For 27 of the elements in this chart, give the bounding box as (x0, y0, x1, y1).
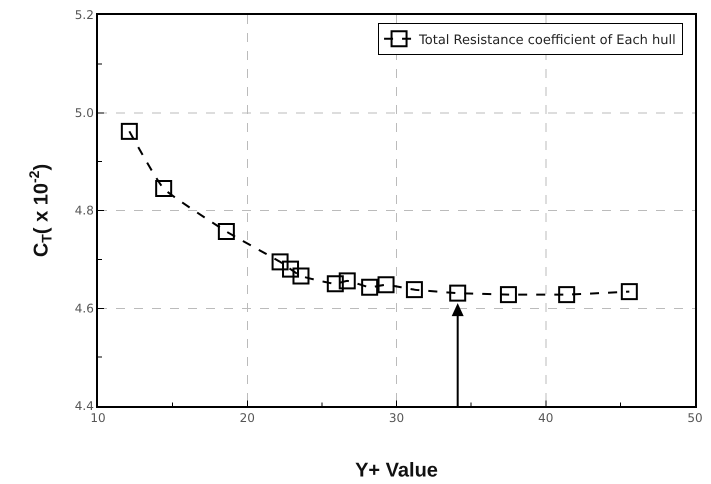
point (120, 122, 138, 140)
legend-label: Total Resistance coefficient of Each hull (418, 32, 676, 48)
point (406, 281, 423, 298)
y-tick-label: 5.0 (74, 106, 94, 120)
point (361, 278, 378, 296)
x-tick-label: 10 (90, 411, 106, 426)
x-tick-label: 30 (388, 411, 404, 426)
x-axis-title: Y+ Value (355, 460, 438, 482)
point (218, 223, 235, 240)
point (272, 253, 289, 270)
point (326, 275, 344, 292)
point (378, 276, 395, 294)
y-tick-label: 4.4 (74, 399, 94, 414)
point (292, 267, 310, 284)
point (155, 180, 172, 198)
point (449, 284, 466, 302)
point (558, 286, 576, 304)
x-tick-label: 20 (240, 411, 255, 426)
x-tick-label: 50 (687, 411, 703, 426)
y-tick-label: 5.2 (74, 8, 94, 22)
y-tick-label: 4.8 (74, 204, 94, 218)
point (282, 260, 300, 278)
y-tick-label: 4.6 (74, 301, 94, 316)
x-tick-label: 40 (538, 411, 554, 426)
point (338, 272, 356, 290)
point (620, 283, 638, 300)
point (500, 286, 517, 304)
